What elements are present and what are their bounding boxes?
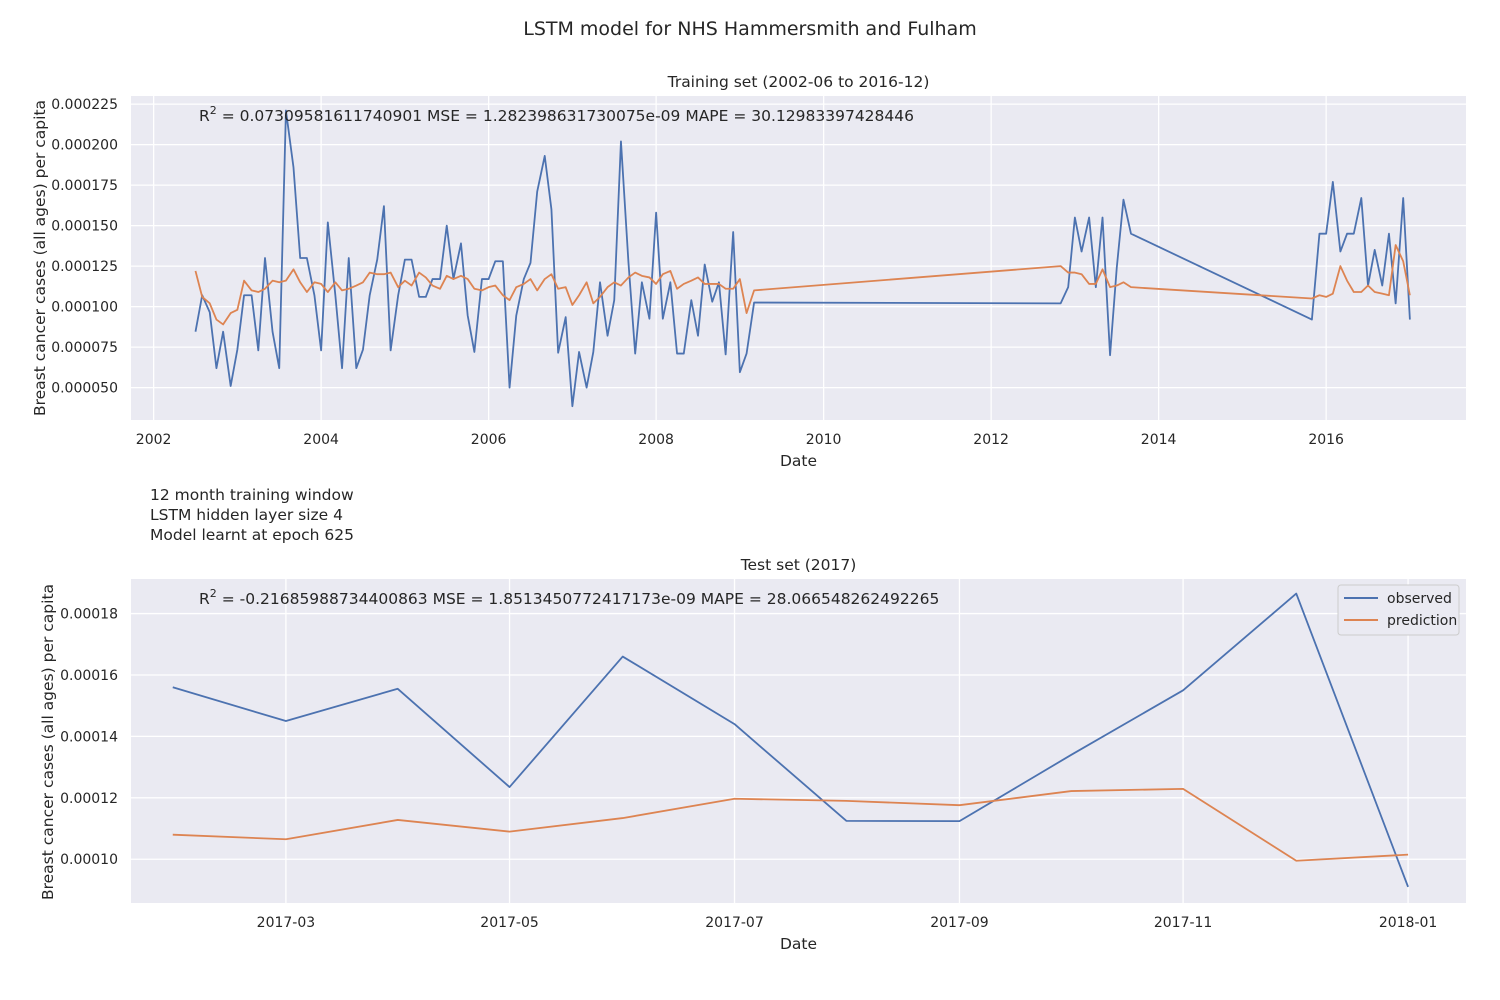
- test-y-tick-label: 0.00018: [60, 607, 118, 623]
- training-observed-line: [194, 109, 1411, 408]
- training-y-tick-label: 0.000075: [51, 340, 118, 356]
- training-panel: 2002 2004 2006 2008 2010 2012 2014 2016 0.00005…: [31, 73, 1466, 470]
- test-panel: 2017-03 2017-05 2017-07 2017-09 2017-11 2018-…: [39, 556, 1466, 953]
- legend-prediction-label: prediction: [1387, 613, 1457, 629]
- test-observed-line: [172, 592, 1409, 888]
- training-series: [194, 109, 1411, 408]
- test-prediction-line: [172, 788, 1409, 862]
- training-prediction-line: [194, 244, 1411, 326]
- training-y-tick-label: 0.000050: [51, 381, 118, 397]
- training-x-tick-label: 2012: [973, 432, 1009, 448]
- test-plot-area: [131, 579, 1466, 903]
- training-x-tick-label: 2002: [136, 432, 172, 448]
- training-x-tick-label: 2010: [806, 432, 842, 448]
- training-y-tick-label: 0.000100: [51, 300, 118, 316]
- training-y-ticks: 0.000050 0.000075 0.000100 0.000125 0.000150…: [51, 97, 118, 397]
- test-y-ticks: 0.00010 0.00012 0.00014 0.00016 0.00018: [60, 607, 118, 869]
- note-hidden-layer: LSTM hidden layer size 4: [150, 506, 343, 524]
- test-panel-title: Test set (2017): [740, 556, 857, 574]
- test-x-axis-label: Date: [780, 935, 817, 953]
- training-y-tick-label: 0.000150: [51, 219, 118, 235]
- test-x-tick-label: 2017-03: [257, 915, 316, 931]
- test-stats: R2 = -0.21685988734400863 MSE = 1.851345…: [199, 587, 939, 608]
- training-x-tick-label: 2014: [1141, 432, 1177, 448]
- training-x-tick-label: 2016: [1308, 432, 1344, 448]
- training-y-tick-label: 0.000125: [51, 259, 118, 275]
- training-y-tick-label: 0.000175: [51, 178, 118, 194]
- test-x-tick-label: 2017-05: [480, 915, 539, 931]
- model-notes: 12 month training window LSTM hidden lay…: [150, 486, 354, 544]
- test-x-ticks: 2017-03 2017-05 2017-07 2017-09 2017-11 2018-…: [257, 915, 1438, 931]
- test-y-tick-label: 0.00012: [60, 791, 118, 807]
- note-training-window: 12 month training window: [150, 486, 354, 504]
- training-stats: R2 = 0.07309581611740901 MSE = 1.2823986…: [199, 104, 914, 125]
- test-x-tick-label: 2017-09: [930, 915, 989, 931]
- test-stats-prefix: R: [199, 590, 210, 608]
- training-y-axis-label: Breast cancer cases (all ages) per capit…: [31, 100, 49, 416]
- training-x-tick-label: 2006: [471, 432, 507, 448]
- legend-observed-label: observed: [1387, 591, 1452, 607]
- test-y-tick-label: 0.00014: [60, 729, 118, 745]
- training-grid: [131, 96, 1466, 420]
- test-y-axis-label: Breast cancer cases (all ages) per capit…: [39, 584, 57, 900]
- test-x-tick-label: 2017-11: [1154, 915, 1213, 931]
- figure-title: LSTM model for NHS Hammersmith and Fulha…: [523, 18, 977, 40]
- note-epoch: Model learnt at epoch 625: [150, 526, 354, 544]
- training-x-ticks: 2002 2004 2006 2008 2010 2012 2014 2016: [136, 432, 1344, 448]
- test-stats-superscript: 2: [210, 587, 217, 600]
- training-y-tick-label: 0.000225: [51, 97, 118, 113]
- training-stats-prefix: R: [199, 107, 210, 125]
- training-x-tick-label: 2008: [638, 432, 674, 448]
- training-stats-values: = 0.07309581611740901 MSE = 1.2823986317…: [217, 107, 914, 125]
- training-plot-area: [131, 96, 1466, 420]
- test-y-tick-label: 0.00010: [60, 852, 118, 868]
- legend: observed prediction: [1337, 584, 1460, 636]
- training-x-tick-label: 2004: [303, 432, 339, 448]
- test-x-tick-label: 2018-01: [1379, 915, 1438, 931]
- test-y-tick-label: 0.00016: [60, 668, 118, 684]
- training-stats-superscript: 2: [210, 104, 217, 117]
- training-x-axis-label: Date: [780, 452, 817, 470]
- training-y-tick-label: 0.000200: [51, 138, 118, 154]
- training-panel-title: Training set (2002-06 to 2016-12): [667, 73, 930, 91]
- test-x-tick-label: 2017-07: [705, 915, 764, 931]
- test-series: [172, 592, 1409, 888]
- test-stats-values: = -0.21685988734400863 MSE = 1.851345077…: [217, 590, 940, 608]
